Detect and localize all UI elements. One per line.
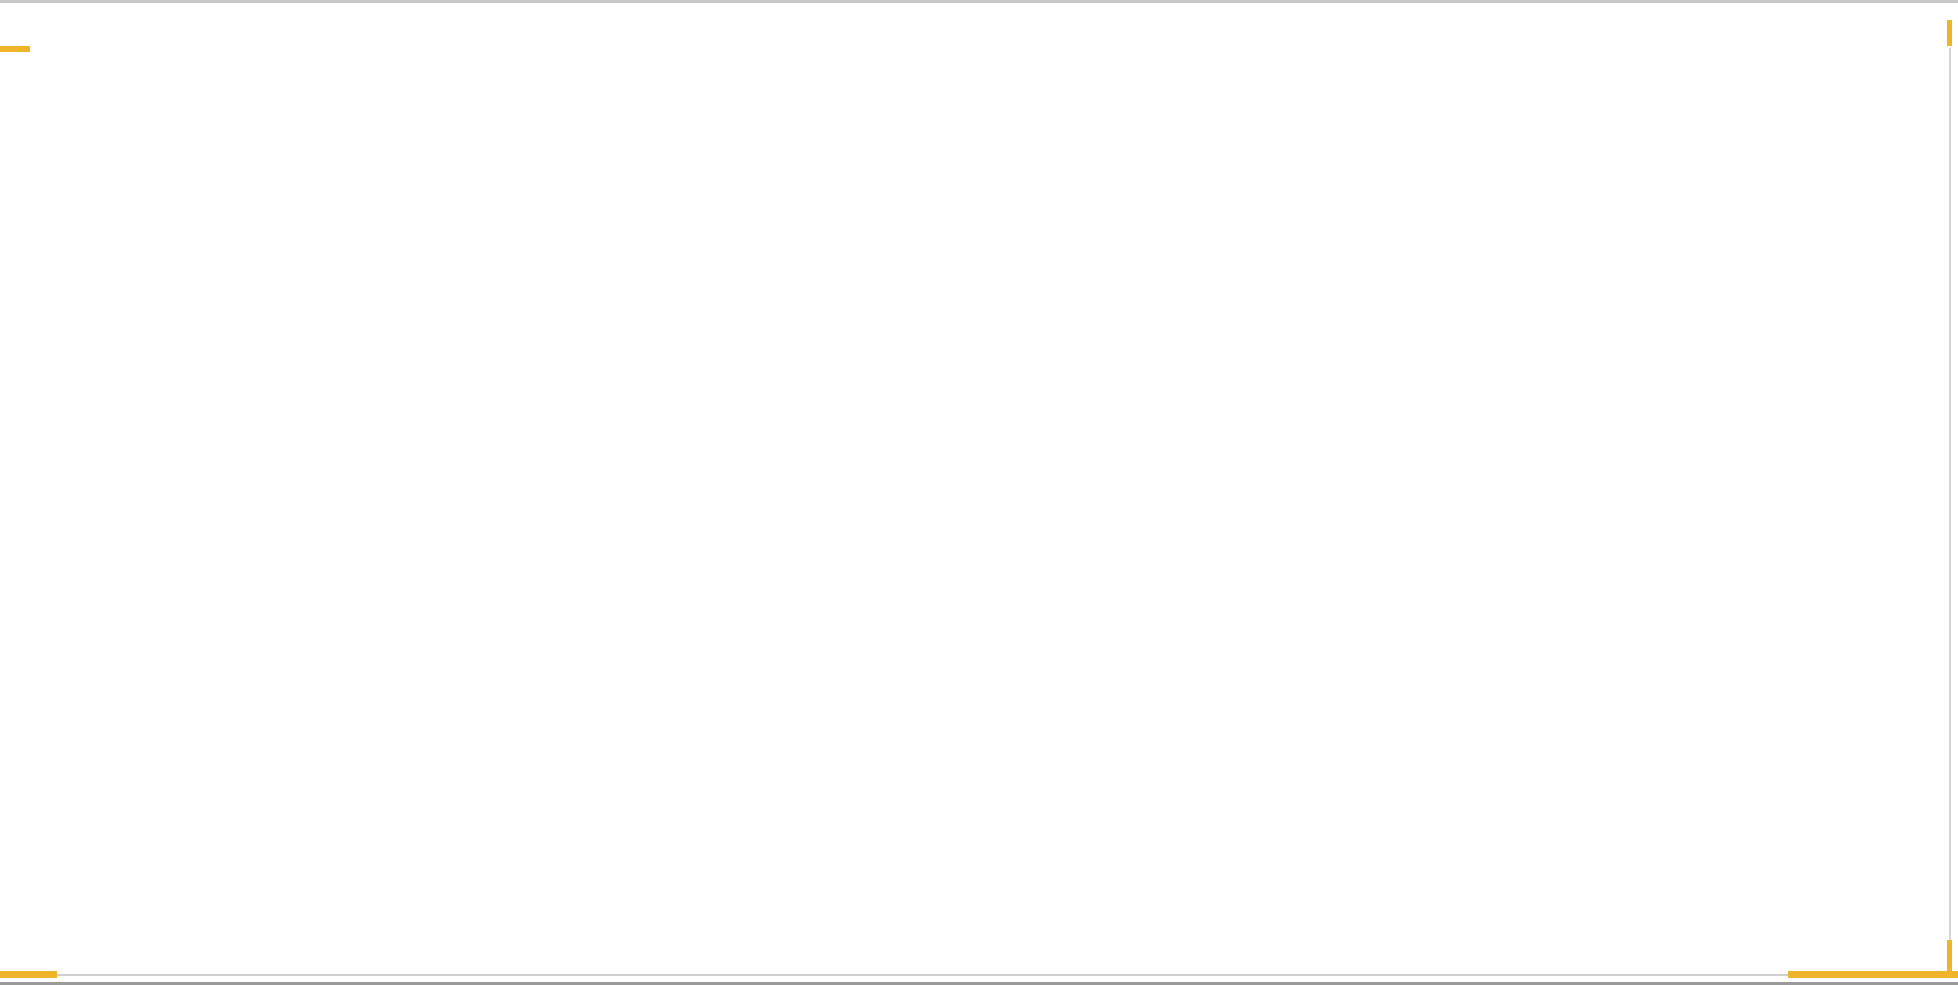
gold-accent xyxy=(1788,971,1958,978)
gold-accent xyxy=(1947,20,1952,46)
gold-accent xyxy=(0,971,57,978)
gold-accent xyxy=(0,46,30,52)
gold-accent xyxy=(1947,940,1952,972)
